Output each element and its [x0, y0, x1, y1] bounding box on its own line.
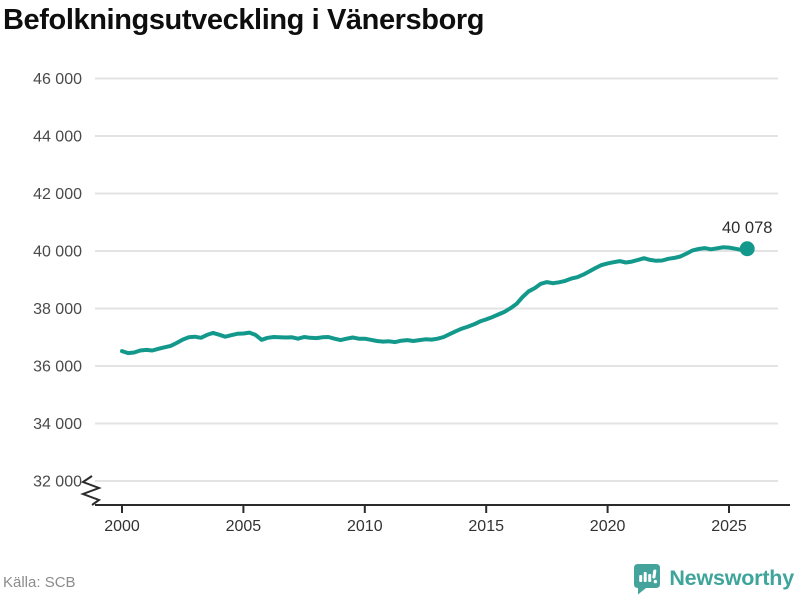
- chart-title: Befolkningsutveckling i Vänersborg: [3, 4, 485, 36]
- y-tick-label: 44 000: [33, 129, 82, 146]
- y-tick-label: 40 000: [33, 244, 82, 261]
- newsworthy-bubble-chart-icon: [634, 564, 661, 595]
- population-line-chart: 46 000 44 000 42 000 40 000 38 000 36 000 34 0…: [33, 71, 790, 535]
- x-tick-label: 2015: [468, 518, 504, 535]
- latest-point-dot: [739, 241, 755, 257]
- newsworthy-logo-text: Newsworthy: [669, 566, 794, 590]
- y-tick-label: 32 000: [33, 474, 82, 491]
- x-tick-label: 2025: [711, 518, 747, 535]
- source-label: Källa: SCB: [3, 574, 76, 591]
- y-tick-label: 36 000: [33, 359, 82, 376]
- y-tick-label: 38 000: [33, 301, 82, 318]
- y-tick-label: 46 000: [33, 71, 82, 88]
- x-tick-label: 2020: [590, 518, 626, 535]
- x-tick-label: 2000: [104, 518, 140, 535]
- population-line: [120, 245, 750, 356]
- x-tick-label: 2005: [226, 518, 262, 535]
- x-tick-label: 2010: [347, 518, 383, 535]
- y-tick-label: 42 000: [33, 186, 82, 203]
- newsworthy-logo[interactable]: Newsworthy: [632, 562, 794, 595]
- latest-value-label: 40 078: [722, 219, 772, 237]
- y-tick-label: 34 000: [33, 416, 82, 433]
- axis-break-zigzag: [80, 475, 102, 506]
